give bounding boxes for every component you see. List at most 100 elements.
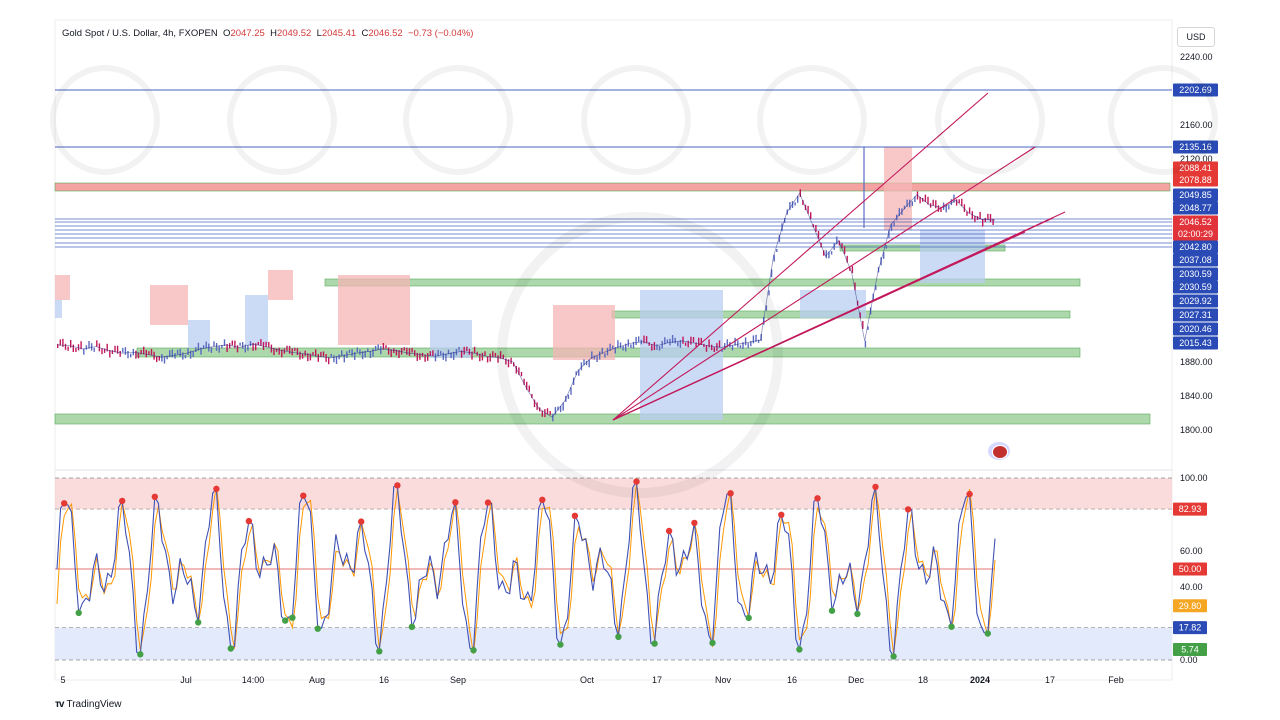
price-candle bbox=[909, 199, 911, 208]
price-candle bbox=[187, 348, 189, 355]
price-candle bbox=[197, 342, 200, 351]
watermark-seal bbox=[581, 65, 691, 175]
watermark-seal bbox=[935, 65, 1045, 175]
range-box bbox=[150, 285, 188, 325]
price-candle bbox=[218, 345, 220, 353]
price-candle bbox=[135, 350, 137, 359]
price-candle bbox=[244, 344, 246, 353]
price-candle bbox=[205, 341, 207, 349]
price-label-box bbox=[1173, 201, 1218, 215]
price-candle bbox=[583, 359, 585, 366]
price-candle bbox=[750, 341, 752, 347]
oversold-dot bbox=[470, 647, 477, 654]
price-candle bbox=[270, 344, 273, 353]
price-candle bbox=[679, 340, 682, 348]
price-candle bbox=[742, 342, 744, 349]
overbought-dot bbox=[394, 482, 401, 489]
price-label-box bbox=[1173, 227, 1218, 241]
oversold-dot bbox=[828, 607, 836, 614]
price-candle bbox=[192, 351, 194, 357]
price-candle bbox=[979, 211, 981, 220]
overbought-dot bbox=[452, 499, 459, 506]
price-candle bbox=[174, 353, 176, 359]
price-candle bbox=[653, 342, 656, 350]
price-candle bbox=[854, 282, 856, 291]
trend-line bbox=[612, 146, 1036, 421]
price-candle bbox=[890, 223, 893, 232]
price-candle bbox=[606, 347, 609, 356]
price-candle bbox=[632, 341, 635, 349]
price-candle bbox=[757, 339, 760, 343]
price-candle bbox=[111, 350, 114, 354]
overbought-dot bbox=[814, 495, 821, 502]
price-candle bbox=[335, 356, 338, 364]
price-candle bbox=[744, 337, 747, 346]
price-candle bbox=[122, 347, 124, 353]
price-candle bbox=[447, 349, 450, 355]
oversold-dot bbox=[75, 609, 82, 617]
price-candle bbox=[851, 266, 854, 274]
oscillator-axis-tick: 100.00 bbox=[1180, 473, 1208, 483]
price-candle bbox=[776, 249, 778, 252]
price-candle bbox=[116, 345, 119, 354]
price-candle bbox=[885, 245, 887, 249]
price-candle bbox=[903, 205, 906, 210]
time-axis-tick: 18 bbox=[918, 675, 928, 685]
price-candle bbox=[638, 336, 640, 343]
oversold-dot bbox=[195, 619, 202, 626]
price-candle bbox=[268, 341, 270, 347]
time-axis-tick: 16 bbox=[787, 675, 797, 685]
price-candle bbox=[184, 354, 187, 359]
price-candle bbox=[489, 353, 491, 362]
price-candle bbox=[434, 353, 437, 362]
price-candle bbox=[747, 343, 749, 349]
price-candle bbox=[369, 351, 372, 359]
price-candle bbox=[690, 336, 692, 345]
support-zone bbox=[54, 413, 1151, 425]
price-candle bbox=[463, 346, 465, 355]
price-candle bbox=[888, 230, 890, 238]
price-label: 02:00:29 bbox=[1178, 229, 1213, 239]
price-candle bbox=[77, 344, 80, 351]
currency-button[interactable]: USD bbox=[1177, 27, 1215, 47]
oscillator-label-box bbox=[1173, 502, 1207, 516]
price-candle bbox=[88, 341, 90, 349]
price-candle bbox=[591, 351, 593, 359]
price-candle bbox=[992, 218, 994, 225]
price-candle bbox=[414, 350, 416, 356]
close-key: C bbox=[361, 28, 369, 39]
range-box bbox=[553, 305, 615, 360]
price-candle bbox=[698, 337, 700, 346]
price-label-box bbox=[1173, 267, 1218, 281]
price-candle bbox=[166, 355, 168, 360]
price-candle bbox=[627, 339, 629, 347]
price-candle bbox=[62, 338, 64, 347]
price-candle bbox=[513, 362, 515, 367]
overbought-dot bbox=[691, 519, 698, 527]
price-candle bbox=[846, 255, 848, 263]
price-candle bbox=[713, 347, 715, 352]
watermark-seal bbox=[757, 65, 867, 175]
tradingview-brand[interactable]: ᴛv TradingView bbox=[55, 699, 122, 710]
us-flag-icon[interactable] bbox=[988, 442, 1010, 460]
price-candle bbox=[677, 341, 679, 347]
time-axis-tick: Jul bbox=[180, 675, 192, 685]
plot-frame bbox=[54, 19, 1173, 681]
overbought-dot bbox=[904, 506, 912, 513]
price-candle bbox=[617, 340, 619, 349]
price-label-box bbox=[1173, 173, 1218, 187]
price-candle bbox=[974, 215, 976, 223]
price-candle bbox=[552, 413, 554, 422]
price-candle bbox=[333, 355, 335, 363]
price-candle bbox=[427, 353, 429, 361]
price-candle bbox=[682, 336, 684, 344]
price-candle bbox=[843, 246, 846, 255]
price-candle bbox=[72, 344, 74, 352]
price-candle bbox=[961, 198, 963, 207]
range-box bbox=[640, 290, 723, 420]
price-candle bbox=[442, 352, 444, 360]
symbol-title: Gold Spot / U.S. Dollar, 4h, FXOPEN bbox=[62, 28, 218, 39]
price-candle bbox=[559, 405, 562, 413]
oversold-dot bbox=[314, 625, 321, 632]
